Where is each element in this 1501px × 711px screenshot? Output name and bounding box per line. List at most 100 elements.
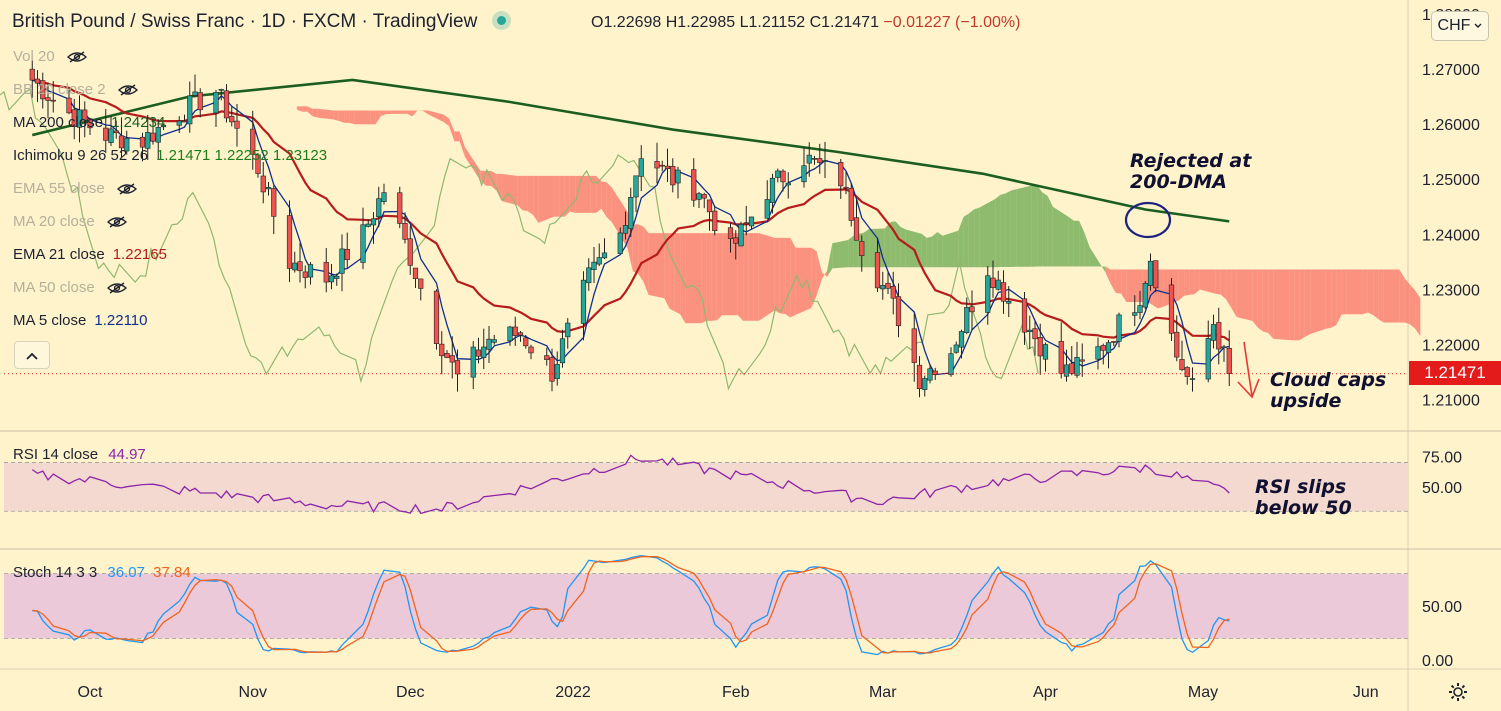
candle-body: [523, 337, 529, 347]
candle: [376, 186, 382, 228]
candle-body: [407, 238, 413, 266]
cloud-segment: [569, 175, 576, 213]
candle-body: [412, 267, 419, 279]
candle-body: [512, 326, 518, 336]
cloud-segment: [900, 226, 906, 268]
eye-crossed-icon[interactable]: [117, 84, 138, 96]
candle-body: [727, 227, 734, 239]
legend-item-vol-20[interactable]: Vol 20: [13, 48, 87, 65]
legend-label: Vol 20: [13, 48, 55, 65]
candle-body: [586, 267, 592, 284]
cloud-segment: [1252, 269, 1258, 328]
cloud-segment: [921, 233, 927, 268]
legend-item-bb-20-close-2[interactable]: BB 20 close 2: [13, 81, 138, 98]
currency-button[interactable]: CHF: [1431, 11, 1489, 41]
candle-body: [475, 349, 482, 357]
candle-body: [764, 199, 770, 219]
cloud-segment: [827, 243, 833, 277]
candle-body: [701, 194, 707, 199]
candle: [1100, 343, 1106, 365]
candle: [381, 183, 387, 205]
candle-body: [985, 275, 991, 313]
cloud-segment: [1105, 266, 1111, 284]
candle: [743, 205, 749, 236]
candle-body: [1111, 341, 1117, 343]
cloud-segment: [1005, 190, 1011, 267]
legend-item-ma-5-close[interactable]: MA 5 close 1.22110: [13, 312, 147, 329]
rejection-circle: [1124, 201, 1172, 239]
symbol-name[interactable]: British Pound / Swiss Franc: [12, 11, 245, 32]
legend-value: 1.22110: [94, 312, 148, 329]
candle: [1179, 340, 1185, 372]
cloud-segment: [1110, 269, 1116, 293]
stoch-label: Stoch 14 3 3: [13, 564, 98, 581]
candle: [838, 158, 844, 199]
candle: [696, 191, 702, 208]
cloud-segment: [407, 110, 413, 117]
cloud-segment: [774, 237, 780, 314]
candle: [1137, 290, 1143, 320]
candle-body: [1079, 359, 1085, 362]
cloud-segment: [1346, 269, 1363, 315]
rsi-label: RSI 14 close: [13, 446, 99, 463]
candle-body: [554, 364, 560, 379]
candle-body: [859, 241, 865, 256]
legend-item-ma-200-close[interactable]: MA 200 close 1.24234: [13, 114, 165, 131]
candle: [1189, 367, 1196, 392]
collapse-legend-button[interactable]: [14, 341, 50, 369]
legend-item-ema-21-close[interactable]: EMA 21 close 1.22165: [13, 246, 167, 263]
candle-body: [1174, 331, 1180, 358]
cloud-segment: [1273, 269, 1290, 341]
candle-body: [1210, 324, 1217, 341]
eye-crossed-icon[interactable]: [116, 183, 137, 195]
candle-body: [895, 296, 902, 327]
legend-item-ma-20-close[interactable]: MA 20 close: [13, 213, 127, 230]
cloud-segment: [1215, 269, 1221, 295]
chevron-down-icon: [1474, 23, 1482, 28]
candle-body: [145, 132, 151, 149]
cloud-segment: [606, 182, 612, 223]
cloud-segment: [428, 110, 444, 123]
candle: [853, 199, 860, 241]
cloud-segment: [386, 110, 392, 115]
candle: [108, 115, 114, 146]
candle: [890, 271, 896, 315]
cloud-segment: [464, 146, 481, 181]
legend-item-ema-55-close[interactable]: EMA 55 close: [13, 180, 137, 197]
stoch-tick-label: 0.00: [1422, 653, 1453, 670]
interval[interactable]: 1D: [261, 11, 286, 32]
candle-body: [528, 346, 534, 354]
candle-body: [927, 368, 933, 381]
eye-crossed-icon[interactable]: [66, 51, 87, 63]
time-tick-label: Feb: [722, 684, 750, 701]
candle-body: [853, 217, 860, 241]
candle: [1216, 307, 1222, 365]
cloud-segment: [559, 175, 565, 217]
candle: [307, 262, 314, 285]
rsi-line: [31, 454, 1230, 515]
legend-item-ma-50-close[interactable]: MA 50 close: [13, 279, 127, 296]
eye-crossed-icon[interactable]: [106, 282, 127, 294]
candle: [638, 145, 644, 192]
candle-body: [995, 279, 1001, 290]
candle: [811, 155, 818, 165]
candle-body: [801, 165, 807, 183]
candle-body: [1042, 344, 1049, 360]
candle-body: [229, 116, 235, 123]
candle: [1132, 295, 1138, 327]
candle: [843, 171, 849, 195]
eye-crossed-icon[interactable]: [106, 216, 127, 228]
settings-gear-icon[interactable]: [1447, 681, 1469, 703]
candle: [339, 234, 345, 292]
candle-body: [617, 232, 623, 254]
candle-body: [439, 343, 445, 357]
candle-body: [370, 218, 377, 226]
candle: [234, 103, 240, 147]
candle-body: [402, 223, 408, 240]
candle-body: [885, 282, 891, 289]
legend-item-ichimoku-9-26-52-26[interactable]: Ichimoku 9 26 52 26 1.21471 1.22252 1.231…: [13, 147, 327, 164]
cloud-segment: [1236, 269, 1253, 321]
candle: [775, 168, 781, 183]
candle: [223, 84, 230, 123]
